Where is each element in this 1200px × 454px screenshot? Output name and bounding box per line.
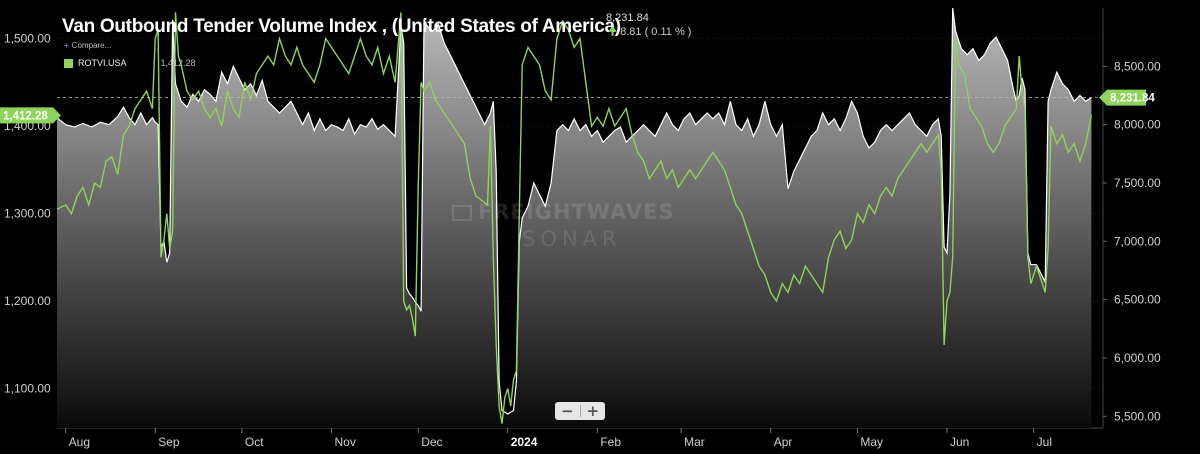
x-tick-label: Mar xyxy=(684,435,705,449)
compare-label: Compare... xyxy=(71,41,112,50)
left-tick-label: 1,100.00 xyxy=(4,382,51,396)
right-value-flag-label: 8,231.84 xyxy=(1110,93,1155,105)
right-axis: 5,500.00 6,000.00 6,500.00 7,000.00 7,500.00… xyxy=(1103,59,1161,423)
rotvi-usa-line xyxy=(56,12,1093,424)
zoom-out-button[interactable]: − xyxy=(555,402,580,420)
x-tick-label: 2024 xyxy=(511,435,538,449)
x-tick-label: Nov xyxy=(335,435,356,449)
left-axis: 1,100.001,200.001,300.001,400.001,500.00 xyxy=(4,32,51,396)
right-tick-label: 8,500.00 xyxy=(1114,59,1161,73)
x-tick-label: Apr xyxy=(774,435,793,449)
right-tick-label: 6,000.00 xyxy=(1114,351,1161,365)
left-tick-label: 1,300.00 xyxy=(4,207,51,221)
van-otvi-line xyxy=(56,7,1092,415)
x-tick-label: Aug xyxy=(69,435,90,449)
watermark-logo: FREIGHTWAVES xyxy=(452,200,675,224)
legend-value: 1,412.28 xyxy=(160,58,196,68)
x-tick-label: Jun xyxy=(950,435,969,449)
zoom-in-button[interactable]: + xyxy=(581,402,606,420)
left-value-flag xyxy=(0,107,61,124)
zoom-divider xyxy=(579,405,581,417)
x-tick-label: Jul xyxy=(1037,435,1052,449)
change-readout: 🠉 8.81 ( 0.11 % ) xyxy=(608,23,691,42)
x-tick-label: Feb xyxy=(600,435,621,449)
van-otvi-area xyxy=(57,8,1092,428)
x-tick-label: May xyxy=(860,435,883,449)
change-value: 8.81 ( 0.11 % ) xyxy=(620,26,692,38)
up-arrow-icon: 🠉 xyxy=(608,26,618,38)
x-tick-label: Sep xyxy=(158,435,180,449)
page-title: Van Outbound Tender Volume Index , (Unit… xyxy=(62,16,621,37)
plus-icon: + xyxy=(64,41,69,50)
legend-item[interactable]: ROTVI.USA 1,412.28 xyxy=(64,58,196,68)
last-value-text: 8,231.84 xyxy=(606,12,649,24)
left-tick-label: 1,500.00 xyxy=(4,32,51,46)
legend-symbol: ROTVI.USA xyxy=(78,58,127,68)
watermark-sub: SONAR xyxy=(522,227,622,251)
x-tick-label: Dec xyxy=(421,435,442,449)
x-axis: Aug Sep Oct Nov Dec 2024 Feb Mar Apr May Jun Jul xyxy=(65,428,1052,449)
right-tick-label: 5,500.00 xyxy=(1114,409,1161,423)
left-value-flag-label: 1,412.28 xyxy=(3,110,48,122)
watermark-line1: FREIGHTWAVES xyxy=(478,200,675,224)
freightwaves-logo-icon xyxy=(452,205,472,221)
x-tick-label: Oct xyxy=(245,435,264,449)
left-tick-label: 1,200.00 xyxy=(4,294,51,308)
right-tick-label: 6,500.00 xyxy=(1114,293,1161,307)
last-value-flags: 8,231.84 1,412.28 xyxy=(0,89,1155,124)
right-tick-label: 7,000.00 xyxy=(1114,234,1161,248)
right-tick-label: 8,000.00 xyxy=(1114,118,1161,132)
zoom-control: − + xyxy=(555,402,605,420)
legend-swatch xyxy=(64,58,73,68)
right-tick-label: 7,500.00 xyxy=(1114,176,1161,190)
compare-link[interactable]: + Compare... xyxy=(64,41,111,50)
right-value-flag xyxy=(1099,89,1146,106)
